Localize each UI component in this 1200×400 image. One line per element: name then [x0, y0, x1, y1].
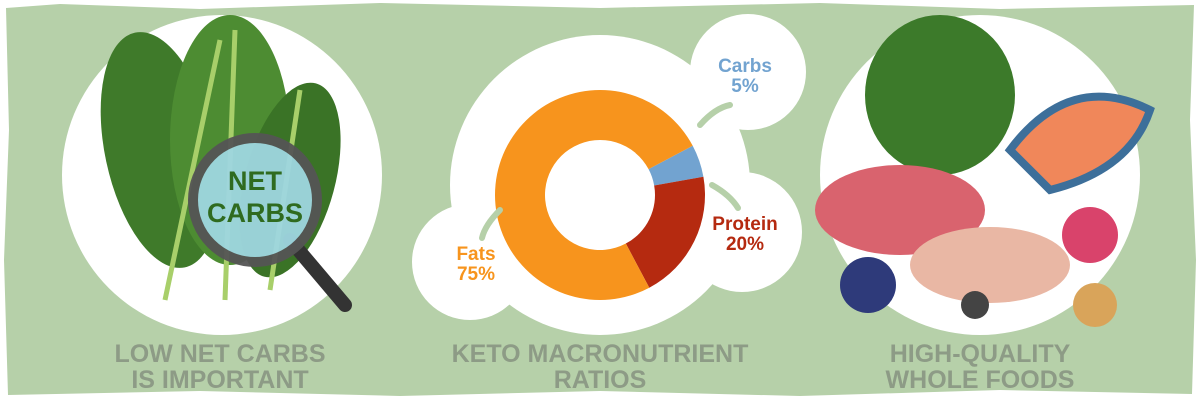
- donut-segment: [648, 145, 704, 186]
- category-label: Carbs: [718, 56, 772, 77]
- arrow: [697, 102, 733, 128]
- foods-illustration: [815, 15, 1155, 327]
- bubble: [690, 14, 806, 130]
- arrow: [709, 182, 741, 211]
- donut-segment: [495, 90, 693, 300]
- caption: IS IMPORTANT: [131, 366, 308, 394]
- arrow: [479, 207, 503, 241]
- donut-segment: [625, 176, 705, 288]
- caption: HIGH-QUALITY: [890, 340, 1071, 368]
- bubble: [412, 204, 528, 320]
- category-label: Fats: [456, 244, 495, 265]
- bubble: [682, 172, 802, 292]
- value-label: 20%: [726, 234, 764, 255]
- caption: WHOLE FOODS: [886, 366, 1075, 394]
- kale-illustration: [100, 15, 352, 312]
- value-label: 5%: [731, 76, 759, 97]
- caption: RATIOS: [554, 366, 647, 394]
- badge-text: CARBS: [207, 198, 303, 228]
- badge-text: NET: [228, 166, 283, 196]
- category-label: Protein: [712, 214, 777, 235]
- caption: LOW NET CARBS: [114, 340, 325, 368]
- caption: KETO MACRONUTRIENT: [452, 340, 749, 368]
- value-label: 75%: [457, 264, 495, 285]
